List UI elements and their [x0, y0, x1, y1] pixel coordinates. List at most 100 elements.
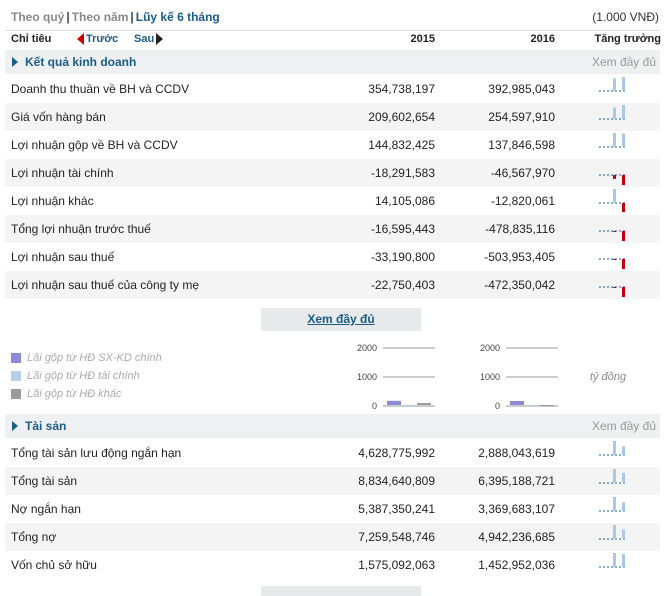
view-all-button-partial[interactable]	[261, 586, 421, 596]
header-divider	[5, 30, 660, 31]
table-row: Tổng tài sản lưu động ngắn hạn 4,628,775,…	[5, 439, 660, 467]
legend-swatch	[11, 389, 21, 400]
value-2016: 254,597,910	[488, 110, 555, 124]
growth-sparkline	[599, 469, 625, 484]
growth-sparkline	[599, 105, 625, 120]
tab-quarterly[interactable]: Theo quý	[11, 10, 65, 24]
view-all-button[interactable]: Xem đầy đủ	[261, 308, 421, 331]
row-label: Tổng tài sản	[11, 474, 78, 488]
chart-bar	[525, 405, 539, 406]
chart-unit-label: tỷ đồng	[590, 371, 627, 383]
section-header-business-results[interactable]: Kết quả kinh doanh Xem đầy đủ	[5, 50, 660, 74]
sparkline-bar-2015	[613, 175, 616, 179]
value-2016: 137,846,598	[488, 138, 555, 152]
growth-sparkline	[599, 441, 625, 456]
value-2015: -22,750,403	[370, 278, 435, 292]
sparkline-bar-2015	[613, 553, 616, 567]
value-2016: -478,835,116	[485, 222, 555, 236]
row-label: Lợi nhuận sau thuế	[11, 250, 115, 264]
period-tabs: Theo quý | Theo năm | Lũy kế 6 tháng	[11, 10, 220, 24]
row-label: Tổng lợi nhuận trước thuế	[11, 222, 151, 236]
row-label: Giá vốn hàng bán	[11, 110, 106, 124]
tab-separator: |	[66, 10, 70, 24]
growth-sparkline	[599, 77, 625, 92]
row-label: Lợi nhuận khác	[11, 194, 94, 208]
column-header-year1: 2015	[410, 33, 435, 45]
growth-sparkline	[599, 133, 625, 148]
value-2015: 5,387,350,241	[358, 502, 435, 516]
table-row: Tổng nợ 7,259,548,746 4,942,236,685	[5, 523, 660, 551]
legend-label: Lãi gộp từ HĐ SX-KD chính	[27, 352, 162, 364]
row-label: Tổng nợ	[11, 530, 57, 544]
legend-item-financial-ops: Lãi gộp từ HĐ tài chính	[11, 370, 140, 382]
value-2015: 4,628,775,992	[358, 446, 435, 460]
chart-bar	[387, 400, 401, 405]
table-row: Lợi nhuận sau thuế của công ty mẹ -22,750…	[5, 271, 660, 299]
row-label: Vốn chủ sở hữu	[11, 558, 97, 572]
chart-bar	[540, 405, 554, 406]
value-2015: 144,832,425	[368, 138, 435, 152]
prev-label: Trước	[86, 33, 119, 45]
y-tick-label: 1000	[480, 372, 500, 382]
sparkline-bar-2016	[622, 529, 625, 539]
sparkline-bar-2015	[613, 133, 616, 147]
sparkline-bar-2016	[622, 175, 625, 185]
legend-label: Lãi gộp từ HĐ khác	[27, 388, 122, 400]
value-2016: 1,452,952,036	[478, 558, 555, 572]
growth-sparkline	[599, 497, 625, 512]
table-row: Lợi nhuận khác 14,105,086 -12,820,061	[5, 187, 660, 215]
tab-yearly[interactable]: Theo năm	[71, 10, 129, 24]
row-label: Tổng tài sản lưu động ngắn hạn	[11, 446, 182, 460]
table-row: Doanh thu thuần về BH và CCDV 354,738,197…	[5, 75, 660, 103]
next-button[interactable]: Sau	[134, 33, 164, 46]
y-tick-label: 2000	[357, 343, 377, 353]
arrow-right-icon	[156, 33, 164, 46]
sparkline-bar-2016	[622, 502, 625, 511]
column-header-year2: 2016	[530, 33, 555, 45]
growth-sparkline	[599, 525, 625, 540]
y-tick-label: 0	[495, 401, 500, 411]
legend-label: Lãi gộp từ HĐ tài chính	[27, 370, 140, 382]
view-all-link[interactable]: Xem đầy đủ	[591, 419, 656, 433]
value-2015: 209,602,654	[368, 110, 435, 124]
chart-bar	[510, 400, 524, 405]
y-tick-label: 0	[372, 401, 377, 411]
prev-button[interactable]: Trước	[77, 33, 119, 46]
sparkline-bar-2015	[613, 525, 616, 539]
sparkline-bar-2015	[613, 259, 616, 260]
sparkline-bar-2016	[622, 446, 625, 455]
growth-sparkline	[599, 230, 625, 241]
sparkline-bar-2016	[622, 554, 625, 567]
next-label: Sau	[134, 33, 155, 45]
value-2016: 2,888,043,619	[478, 446, 555, 460]
section-title: Kết quả kinh doanh	[25, 55, 137, 69]
sparkline-bar-2015	[613, 441, 616, 455]
tab-cumulative-6-months[interactable]: Lũy kế 6 tháng	[135, 10, 220, 24]
row-label: Nợ ngắn hạn	[11, 502, 81, 516]
growth-sparkline	[599, 286, 625, 297]
value-2016: -472,350,042	[484, 278, 555, 292]
value-2015: -33,190,800	[370, 250, 435, 264]
section-header-assets[interactable]: Tài sản Xem đầy đủ	[5, 414, 660, 438]
growth-sparkline	[599, 174, 625, 185]
sparkline-bar-2016	[622, 472, 625, 483]
value-2015: 1,575,092,063	[358, 558, 435, 572]
sparkline-bar-2016	[622, 259, 625, 269]
section-title: Tài sản	[25, 419, 67, 433]
sparkline-bar-2016	[622, 77, 625, 91]
view-all-link[interactable]: Xem đầy đủ	[591, 55, 656, 69]
value-2016: -46,567,970	[490, 166, 555, 180]
legend-item-main-ops: Lãi gộp từ HĐ SX-KD chính	[11, 352, 162, 364]
table-row: Giá vốn hàng bán 209,602,654 254,597,910	[5, 103, 660, 131]
view-all-button-label: Xem đầy đủ	[307, 312, 375, 326]
table-row: Lợi nhuận gộp về BH và CCDV 144,832,425 13…	[5, 131, 660, 159]
growth-sparkline	[599, 258, 625, 269]
sparkline-bar-2015	[613, 497, 616, 511]
arrow-left-icon	[77, 33, 84, 46]
row-label: Lợi nhuận gộp về BH và CCDV	[11, 138, 178, 152]
value-2016: 392,985,043	[488, 82, 555, 96]
legend-swatch	[11, 371, 21, 382]
table-row: Lợi nhuận sau thuế -33,190,800 -503,953,40…	[5, 243, 660, 271]
value-2015: 8,834,640,809	[358, 474, 435, 488]
expand-triangle-icon	[12, 57, 18, 67]
